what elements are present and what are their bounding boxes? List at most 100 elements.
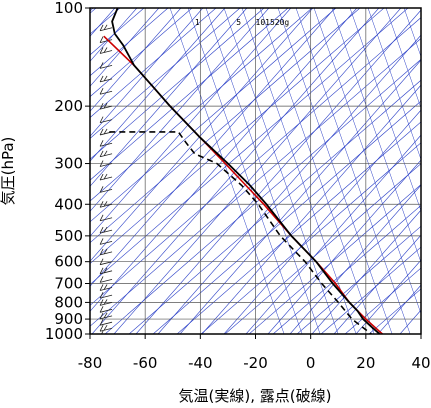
wind-barb <box>99 75 113 83</box>
wind-barb-flag <box>103 284 108 290</box>
wind-barb-flag <box>103 201 108 207</box>
wind-barb-shaft <box>99 163 113 167</box>
mixing-ratio-line <box>169 8 285 334</box>
wind-barb <box>99 299 113 306</box>
wind-barb-shaft <box>99 217 113 222</box>
wind-barb-flag <box>103 102 108 109</box>
wind-barb-flag <box>99 24 104 31</box>
wind-barb <box>99 325 113 332</box>
wind-barb-flag <box>99 128 104 136</box>
x-axis-title: 気温(実線), 露点(破線) <box>179 387 332 405</box>
wind-barb-flag <box>99 312 104 320</box>
wind-barb <box>99 214 113 222</box>
x-tick-label: 0 <box>306 354 316 372</box>
wind-barb-flag <box>99 226 104 234</box>
adiabat-line <box>90 8 241 139</box>
wind-barb <box>99 291 113 299</box>
mixing-ratio-label: 20g <box>275 18 290 27</box>
mixing-ratio-line <box>331 8 421 264</box>
wind-barb-flag <box>99 160 104 167</box>
mixing-ratio-label: 5 <box>236 18 241 27</box>
wind-barb-flag <box>99 325 104 332</box>
isotherm-line <box>267 159 421 334</box>
wind-barb-shaft <box>99 261 113 266</box>
mixing-ratio-line <box>259 8 375 334</box>
wind-barb <box>99 47 113 54</box>
wind-barb-flag <box>99 116 104 123</box>
wind-barb-flag <box>103 173 108 180</box>
adiabat-line <box>104 58 421 334</box>
isotherm-line <box>289 184 421 334</box>
wind-barb-flag <box>99 36 104 43</box>
mixing-ratio-line <box>367 8 421 161</box>
adiabat-line <box>176 121 421 334</box>
adiabat-line <box>90 8 409 285</box>
adiabat-line <box>90 8 385 265</box>
isotherm-line <box>355 259 421 334</box>
wind-barb-flag <box>99 214 104 221</box>
y-tick-label: 800 <box>54 293 83 311</box>
x-tick-label: -80 <box>78 354 103 372</box>
mixing-ratio-label: 1 <box>195 18 200 27</box>
mixing-ratio-line <box>277 8 393 334</box>
mixing-ratio-label: 10 <box>256 18 266 27</box>
y-tick-label: 1000 <box>45 325 83 343</box>
x-tick-label: -60 <box>133 354 158 372</box>
adiabat-line <box>90 8 169 77</box>
adiabat-line <box>224 163 421 334</box>
isotherm-line <box>333 234 421 334</box>
wind-barb-shaft <box>99 229 113 234</box>
adiabat-line <box>320 246 421 334</box>
mixing-ratio-line <box>385 8 421 109</box>
wind-barb <box>99 88 113 95</box>
wind-barb-flag <box>103 47 108 53</box>
wind-barbs <box>99 24 113 334</box>
y-tick-label: 700 <box>54 275 83 293</box>
wind-barb-flag <box>99 173 104 181</box>
wind-barb-flag <box>103 267 108 274</box>
wind-barb-shaft <box>99 105 113 110</box>
y-tick-label: 400 <box>54 195 83 213</box>
y-tick-label: 500 <box>54 227 83 245</box>
wind-barb <box>99 116 113 124</box>
series-lines <box>103 8 383 334</box>
isotherm-line <box>179 59 421 334</box>
adiabat-line <box>90 8 313 202</box>
wind-barb <box>99 173 113 181</box>
y-tick-label: 900 <box>54 310 83 328</box>
wind-barb <box>99 62 113 69</box>
wind-barb-shaft <box>99 308 113 313</box>
isotherm-line <box>90 8 358 312</box>
wind-barb <box>99 36 113 43</box>
isotherm-line <box>201 84 421 334</box>
wind-barb <box>99 248 113 256</box>
wind-barb-flag <box>103 150 108 156</box>
wind-barb-shaft <box>99 153 113 158</box>
wind-barb-flag <box>99 102 104 110</box>
wind-barb-flag <box>103 325 108 331</box>
mixing-ratio-line <box>295 8 411 334</box>
wind-barb-flag <box>103 312 108 319</box>
wind-barb-shaft <box>99 302 113 306</box>
wind-barb <box>101 330 113 334</box>
x-tick-label: -40 <box>188 354 213 372</box>
wind-barb <box>99 226 113 234</box>
wind-barb-flag <box>103 248 108 255</box>
isotherm-line <box>157 34 421 334</box>
mixing-ratio-label: 15 <box>265 18 275 27</box>
wind-barb-flag <box>99 284 104 291</box>
x-tick-label: -20 <box>243 354 268 372</box>
wind-barb-shaft <box>99 279 113 283</box>
x-axis-ticks: -80 -60 -40 -20 0 20 40 <box>78 334 431 372</box>
wind-barb <box>99 312 113 320</box>
adiabat-line <box>128 79 421 334</box>
wind-barb <box>99 284 113 291</box>
wind-barb-shaft <box>99 270 113 275</box>
adiabat-line <box>90 8 361 244</box>
wind-barb-shaft <box>99 251 113 256</box>
wind-barb-shaft <box>99 50 113 54</box>
adiabat-line <box>296 225 421 334</box>
guide-lines <box>90 8 421 334</box>
